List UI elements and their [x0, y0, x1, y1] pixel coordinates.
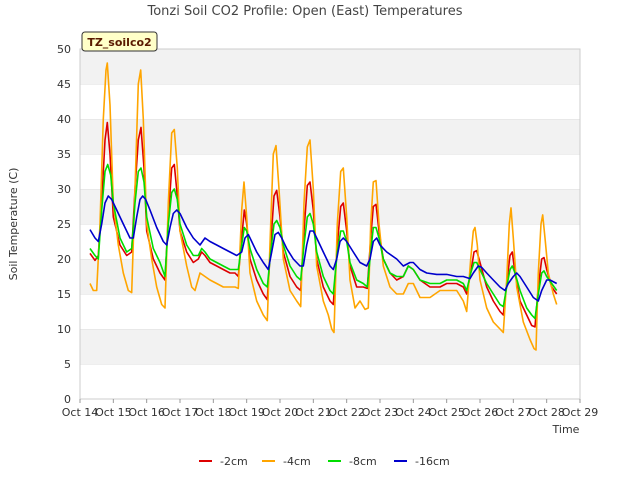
x-tick-label: Oct 29	[562, 406, 599, 419]
y-tick-label: 35	[57, 148, 71, 161]
grid-band	[80, 84, 580, 119]
y-tick-label: 25	[57, 218, 71, 231]
series-line-16cm	[89, 195, 558, 302]
grid-band	[80, 364, 580, 399]
y-tick-label: 45	[57, 78, 71, 91]
x-tick-label: Oct 14	[62, 406, 99, 419]
grid-band	[80, 329, 580, 364]
y-tick-label: 0	[64, 393, 71, 406]
dataset-tag: TZ_soilco2	[81, 31, 158, 52]
x-tick-label: Oct 16	[128, 406, 165, 419]
dataset-tag-label: TZ_soilco2	[87, 36, 151, 49]
y-tick-label: 30	[57, 183, 71, 196]
x-tick-label: Oct 27	[495, 406, 532, 419]
y-tick-label: 15	[57, 288, 71, 301]
legend-label: -8cm	[349, 455, 377, 468]
y-axis: 0 5 10 15 20 25 30 35 40 45 50	[57, 43, 71, 406]
x-tick-label: Oct 25	[428, 406, 465, 419]
series-line-4cm	[89, 62, 558, 351]
y-tick-label: 20	[57, 253, 71, 266]
x-tick-label: Oct 19	[228, 406, 265, 419]
grid-band	[80, 119, 580, 154]
x-tick-label: Oct 28	[528, 406, 565, 419]
grid-band	[80, 189, 580, 224]
y-tick-label: 50	[57, 43, 71, 56]
series-lines	[89, 62, 558, 351]
y-tick-label: 5	[64, 358, 71, 371]
grid-band	[80, 154, 580, 189]
y-tick-label: 40	[57, 113, 71, 126]
x-axis-label: Time	[552, 423, 580, 436]
x-tick-label: Oct 26	[462, 406, 499, 419]
x-tick-label: Oct 23	[362, 406, 399, 419]
x-tick-label: Oct 17	[162, 406, 199, 419]
x-tick-label: Oct 15	[95, 406, 132, 419]
x-tick-label: Oct 20	[262, 406, 299, 419]
x-tick-label: Oct 18	[195, 406, 232, 419]
y-tick-label: 10	[57, 323, 71, 336]
grid-band	[80, 49, 580, 84]
series-line-8cm	[89, 163, 558, 320]
legend-label: -2cm	[220, 455, 248, 468]
plot-frame	[79, 48, 581, 400]
x-tick-label: Oct 21	[295, 406, 332, 419]
legend-label: -16cm	[415, 455, 450, 468]
legend-label: -4cm	[283, 455, 311, 468]
legend: -2cm -4cm -8cm -16cm	[199, 455, 450, 468]
x-tick-label: Oct 24	[395, 406, 432, 419]
y-axis-label: Soil Temperature (C)	[7, 168, 20, 281]
chart-title: Tonzi Soil CO2 Profile: Open (East) Temp…	[146, 4, 462, 19]
x-tick-label: Oct 22	[328, 406, 365, 419]
